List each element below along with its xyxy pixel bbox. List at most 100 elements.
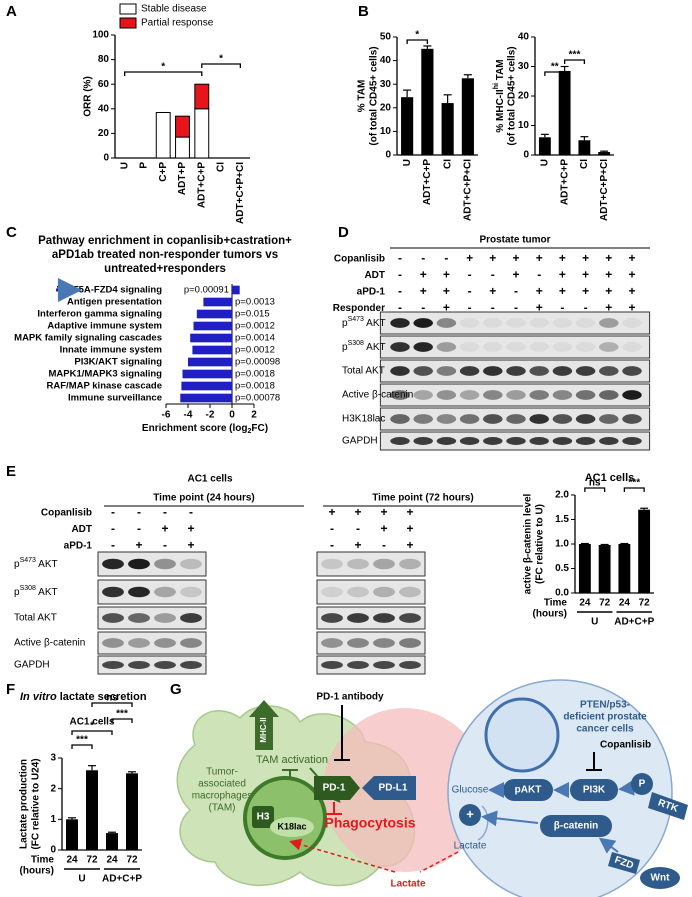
condition-sign: -	[398, 251, 402, 265]
condition-sign: +	[489, 284, 496, 298]
category-label: Innate immune system	[60, 345, 162, 356]
rtk	[648, 792, 688, 820]
blot-band	[347, 638, 369, 648]
blot-band	[436, 390, 457, 400]
bar	[618, 544, 631, 593]
y-tick-label: 2	[50, 783, 56, 794]
tam-label: macrophages	[192, 791, 253, 802]
blot-band	[459, 437, 480, 445]
blot-frame	[97, 655, 207, 675]
wnt: Wnt	[651, 873, 671, 884]
blot-row-label: GAPDH	[14, 660, 50, 671]
bar	[638, 509, 651, 593]
text-part: hi	[493, 83, 500, 89]
condition-label: aPD-1	[357, 287, 386, 298]
blot-band	[575, 342, 596, 352]
condition-sign: +	[466, 251, 473, 265]
bar	[192, 345, 232, 355]
text-part: FC)	[251, 423, 268, 434]
pathway-arrow	[598, 837, 619, 854]
blot-band	[128, 661, 150, 669]
bar	[401, 97, 414, 155]
significance-label: *	[415, 30, 419, 41]
y-tick-label: 20	[518, 91, 530, 102]
lactate-out: Lactate	[390, 879, 425, 890]
x-tick-label: 2	[251, 410, 257, 421]
text-part: In vitro	[20, 691, 57, 703]
blot-title: AC1 cells	[187, 474, 232, 485]
y-axis-label: (of total CD45+ cells)	[369, 46, 380, 145]
blot-band	[599, 366, 619, 376]
blot-band	[128, 613, 150, 623]
mhc-arrow	[249, 700, 279, 750]
condition-sign: +	[161, 522, 168, 536]
condition-sign: -	[421, 251, 425, 265]
x-tick-label: ADT+C+P+CI	[599, 159, 610, 221]
blot-band	[459, 366, 480, 376]
y-tick-label: 100	[92, 30, 109, 41]
bar	[155, 111, 171, 159]
bar	[578, 544, 591, 593]
group-label: AD+C+P	[614, 617, 654, 628]
blot-band	[483, 390, 503, 400]
blot-band	[102, 613, 124, 623]
tam-label: associated	[198, 779, 246, 790]
text-part: p	[342, 318, 348, 329]
blot-frame	[316, 579, 426, 605]
condition-sign: +	[582, 268, 589, 282]
pi3k-box	[570, 779, 618, 801]
condition-sign: +	[512, 251, 519, 265]
condition-label: Copanlisib	[41, 508, 92, 519]
condition-sign: +	[582, 251, 589, 265]
chart-title: In vitro lactate secretion	[20, 691, 147, 703]
blot-band	[506, 318, 526, 328]
category-label: MAPK1/MAPK3 signaling	[49, 369, 163, 380]
category-label: RAF/MAP kinase cascade	[47, 381, 162, 392]
blot-row-label: GAPDH	[342, 436, 378, 447]
pathway-arrow	[618, 779, 635, 796]
condition-sign: +	[582, 284, 589, 298]
beta-catenin: β-catenin	[554, 821, 598, 832]
y-axis-label: active β-catenin level	[523, 493, 534, 594]
blot-band	[373, 661, 395, 669]
x-tick-label: C+P	[158, 162, 169, 182]
p-value: p=0.0012	[235, 345, 275, 356]
significance-bracket	[584, 487, 606, 492]
condition-sign: -	[189, 505, 193, 519]
y-tick-label: 0	[385, 150, 391, 161]
y-tick-label: 0	[523, 150, 529, 161]
blot-band	[399, 638, 421, 648]
condition-sign: -	[398, 268, 402, 282]
significance-label: ns	[589, 478, 601, 489]
condition-sign: +	[605, 301, 612, 315]
glucose: Glucose	[452, 785, 489, 796]
blot-band	[575, 318, 596, 328]
x-tick-label: 24	[106, 855, 118, 866]
tam-activation: TAM activation	[256, 754, 328, 766]
y-tick-label: 20	[380, 102, 392, 113]
x-tick-label: CI	[442, 159, 453, 169]
condition-sign: +	[406, 505, 413, 519]
blot-band	[599, 390, 619, 400]
pathway-arrow	[481, 810, 539, 827]
blot-band	[321, 613, 343, 623]
p-value: p=0.00098	[235, 357, 280, 368]
blot-band	[459, 414, 480, 424]
significance-bracket	[71, 744, 93, 749]
category-label: Adaptive immune system	[47, 321, 162, 332]
condition-sign: -	[444, 251, 448, 265]
blot-row-label: Total AKT	[14, 613, 57, 624]
cancer-label: deficient prostate	[563, 712, 647, 723]
phagocytosis: Phagocytosis	[324, 815, 415, 831]
blot-band	[413, 342, 433, 352]
condition-sign: +	[406, 538, 413, 552]
blot-row-label: Active β-catenin	[14, 638, 85, 649]
p-value: p=0.0018	[235, 381, 275, 392]
bar	[182, 369, 232, 379]
text-part: p	[14, 587, 20, 598]
text-part: S473	[20, 557, 36, 564]
pdl1-ligand	[362, 776, 416, 800]
blot-band	[459, 318, 480, 328]
text-part: Enrichment score (log	[142, 423, 248, 434]
blot-band	[622, 318, 642, 328]
